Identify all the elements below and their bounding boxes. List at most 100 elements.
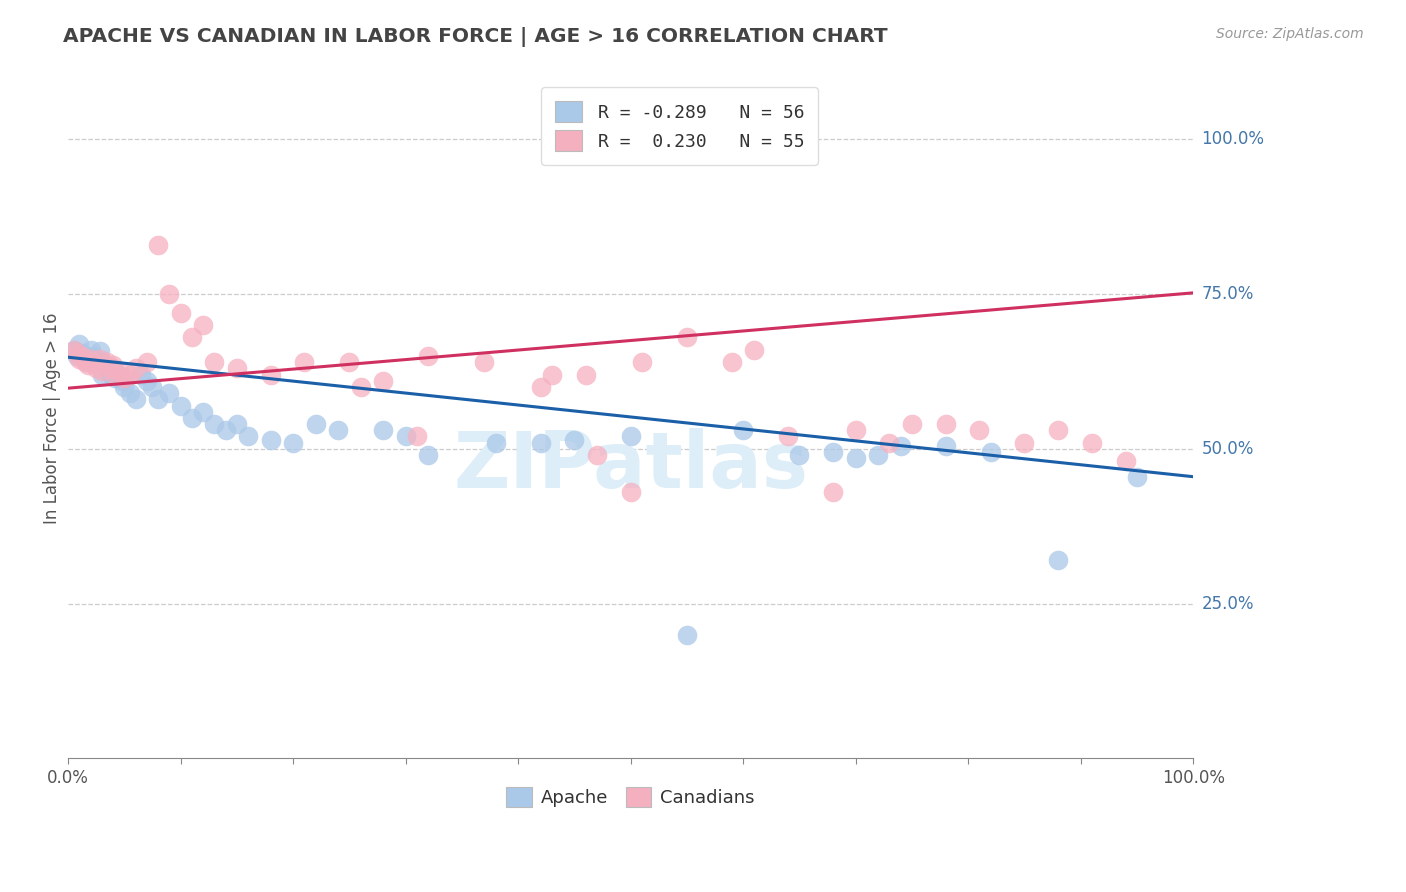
Point — [292, 355, 315, 369]
Point — [169, 399, 191, 413]
Point — [100, 368, 122, 382]
Point — [980, 445, 1002, 459]
Point — [1047, 423, 1070, 437]
Point — [214, 423, 236, 437]
Point — [585, 448, 607, 462]
Point — [676, 627, 699, 641]
Point — [90, 355, 112, 369]
Text: 50.0%: 50.0% — [1202, 440, 1254, 458]
Point — [112, 370, 135, 384]
Point — [744, 343, 766, 357]
Point — [82, 349, 104, 363]
Point — [104, 368, 127, 382]
Point — [620, 429, 643, 443]
Point — [202, 355, 225, 369]
Point — [371, 374, 394, 388]
Point — [146, 237, 169, 252]
Point — [107, 368, 129, 382]
Point — [789, 448, 811, 462]
Point — [135, 355, 157, 369]
Point — [879, 435, 901, 450]
Point — [93, 359, 115, 373]
Point — [118, 368, 141, 382]
Point — [100, 361, 122, 376]
Point — [157, 386, 180, 401]
Point — [823, 445, 845, 459]
Point — [259, 433, 281, 447]
Point — [823, 485, 845, 500]
Point — [371, 423, 394, 437]
Point — [96, 364, 118, 378]
Point — [901, 417, 924, 431]
Point — [79, 343, 101, 357]
Point — [141, 380, 163, 394]
Point — [935, 417, 957, 431]
Point — [191, 318, 214, 332]
Point — [73, 352, 96, 367]
Point — [620, 485, 643, 500]
Point — [721, 355, 744, 369]
Point — [111, 374, 134, 388]
Point — [349, 380, 371, 394]
Point — [84, 361, 107, 376]
Point — [191, 405, 214, 419]
Point — [405, 429, 427, 443]
Point — [1126, 469, 1149, 483]
Point — [1014, 435, 1036, 450]
Point — [146, 392, 169, 407]
Point — [472, 355, 495, 369]
Point — [66, 346, 89, 360]
Legend: Apache, Canadians: Apache, Canadians — [499, 780, 762, 814]
Point — [70, 349, 93, 363]
Point — [101, 359, 124, 373]
Point — [77, 359, 100, 373]
Point — [96, 355, 118, 369]
Point — [124, 361, 146, 376]
Point — [1081, 435, 1104, 450]
Point — [845, 451, 868, 466]
Point — [733, 423, 755, 437]
Point — [540, 368, 562, 382]
Point — [67, 352, 90, 367]
Point — [129, 368, 152, 382]
Point — [304, 417, 326, 431]
Point — [281, 435, 304, 450]
Point — [79, 352, 101, 367]
Text: ZIPatlas: ZIPatlas — [453, 427, 808, 504]
Point — [631, 355, 654, 369]
Point — [259, 368, 281, 382]
Point — [676, 330, 699, 344]
Point — [326, 423, 349, 437]
Point — [225, 361, 247, 376]
Point — [112, 380, 135, 394]
Point — [969, 423, 991, 437]
Point — [890, 439, 912, 453]
Point — [484, 435, 506, 450]
Point — [104, 370, 127, 384]
Point — [778, 429, 800, 443]
Point — [180, 330, 202, 344]
Point — [77, 355, 100, 369]
Point — [62, 343, 84, 357]
Point — [845, 423, 868, 437]
Point — [90, 364, 112, 378]
Point — [73, 355, 96, 369]
Point — [562, 433, 585, 447]
Text: APACHE VS CANADIAN IN LABOR FORCE | AGE > 16 CORRELATION CHART: APACHE VS CANADIAN IN LABOR FORCE | AGE … — [63, 27, 889, 46]
Point — [70, 346, 93, 360]
Point — [107, 364, 129, 378]
Point — [89, 352, 111, 367]
Point — [157, 287, 180, 301]
Text: 100.0%: 100.0% — [1202, 130, 1264, 148]
Point — [1115, 454, 1137, 468]
Point — [202, 417, 225, 431]
Point — [66, 349, 89, 363]
Point — [574, 368, 596, 382]
Point — [529, 380, 551, 394]
Point — [416, 448, 439, 462]
Point — [89, 344, 111, 359]
Point — [101, 361, 124, 376]
Point — [935, 439, 957, 453]
Point — [868, 448, 890, 462]
Point — [337, 355, 360, 369]
